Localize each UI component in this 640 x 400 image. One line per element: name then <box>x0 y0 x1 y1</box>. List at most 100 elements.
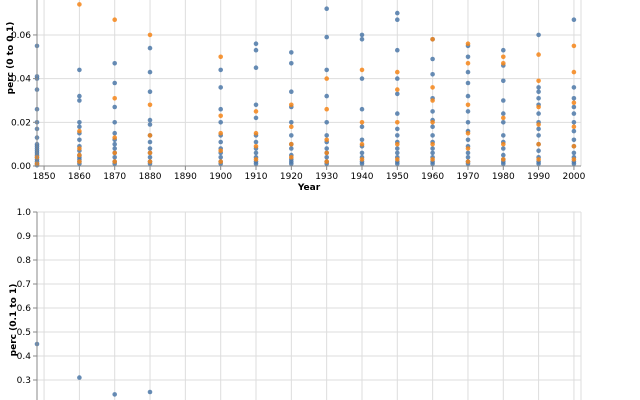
data-point-blue <box>289 133 294 138</box>
data-point-orange <box>77 128 82 134</box>
y-tick-label: 0.02 <box>11 118 31 128</box>
data-point-blue <box>395 146 400 151</box>
data-point-orange <box>253 109 259 114</box>
data-point-blue <box>465 80 471 86</box>
data-point-blue <box>501 98 506 103</box>
data-point-blue <box>359 124 365 129</box>
data-point-orange <box>218 148 223 153</box>
y-tick-label: 0.4 <box>17 352 32 362</box>
data-point-blue <box>359 76 365 81</box>
data-point-orange <box>465 61 471 66</box>
top-chart-x-axis-title: Year <box>297 183 321 193</box>
data-point-orange <box>430 85 435 90</box>
data-point-blue <box>112 120 117 125</box>
data-point-orange <box>571 43 577 49</box>
data-point-orange <box>253 157 259 162</box>
data-point-blue <box>395 17 400 23</box>
data-point-orange <box>289 102 294 108</box>
data-point-blue <box>147 155 153 160</box>
x-tick-label: 1980 <box>492 172 515 182</box>
data-point-orange <box>395 120 400 125</box>
data-point-blue <box>147 139 153 145</box>
data-point-blue <box>112 130 117 136</box>
data-point-orange <box>571 124 577 129</box>
x-tick-label: 1960 <box>421 172 444 182</box>
data-point-orange <box>147 32 153 38</box>
top-scatter-chart: 1850 1860 1870 1880 1890 1900 1910 1920 1930 1940… <box>6 0 586 193</box>
data-point-orange <box>395 157 400 162</box>
y-tick-label: 0.04 <box>11 75 31 85</box>
y-tick-label: 1.0 <box>17 208 32 218</box>
data-point-blue <box>359 32 365 38</box>
data-point-blue <box>253 150 259 156</box>
data-point-orange <box>253 144 259 149</box>
x-tick-label: 1950 <box>386 172 409 182</box>
data-point-orange <box>536 78 541 84</box>
data-point-blue <box>430 161 435 167</box>
data-point-orange <box>571 144 577 149</box>
data-point-orange <box>501 157 506 162</box>
data-point-blue <box>289 161 294 167</box>
data-point-orange <box>218 130 223 136</box>
data-point-blue <box>359 37 365 42</box>
data-point-blue <box>77 98 82 103</box>
data-point-blue <box>77 375 82 380</box>
data-point-blue <box>324 93 330 99</box>
data-point-orange <box>359 141 365 147</box>
data-point-orange <box>359 157 365 162</box>
x-tick-label: 1990 <box>527 172 550 182</box>
data-point-blue <box>147 122 153 127</box>
data-point-blue <box>395 76 400 81</box>
x-tick-label: 1940 <box>351 172 374 182</box>
data-point-orange <box>536 104 541 110</box>
x-tick-label: 1860 <box>68 172 91 182</box>
data-point-blue <box>571 104 577 110</box>
top-chart-points <box>34 2 577 168</box>
data-point-blue <box>465 120 471 125</box>
data-point-orange <box>289 155 294 160</box>
data-point-orange <box>359 120 365 125</box>
data-point-orange <box>218 159 223 164</box>
x-tick-label: 1970 <box>457 172 480 182</box>
data-point-blue <box>112 104 117 110</box>
data-point-blue <box>218 85 223 90</box>
data-point-orange <box>536 52 541 57</box>
data-point-orange <box>324 106 330 112</box>
y-tick-label: 0.00 <box>11 162 31 172</box>
data-point-blue <box>395 47 400 53</box>
data-point-orange <box>395 141 400 147</box>
data-point-blue <box>77 137 82 143</box>
data-point-orange <box>501 141 506 147</box>
data-point-blue <box>359 150 365 156</box>
data-point-blue <box>147 389 153 395</box>
data-point-blue <box>253 139 259 145</box>
data-point-blue <box>465 155 471 160</box>
bottom-chart-gridlines <box>37 211 582 400</box>
data-point-orange <box>77 146 82 151</box>
data-point-blue <box>253 115 259 121</box>
data-point-blue <box>501 146 506 151</box>
x-tick-label: 1920 <box>280 172 303 182</box>
data-point-blue <box>465 54 471 60</box>
data-point-orange <box>77 2 82 7</box>
data-point-blue <box>147 146 153 151</box>
data-point-orange <box>465 146 471 151</box>
data-point-blue <box>147 45 153 51</box>
data-point-blue <box>571 128 577 134</box>
data-point-blue <box>359 106 365 112</box>
data-point-blue <box>395 161 400 167</box>
bottom-scatter-chart: 0.3 0.4 0.5 0.6 0.7 0.8 0.9 1.0 perc (0.1 to 1) <box>9 208 582 400</box>
data-point-blue <box>289 120 294 125</box>
data-point-blue <box>112 141 117 147</box>
data-point-blue <box>289 89 294 94</box>
data-point-blue <box>536 32 541 38</box>
data-point-blue <box>253 47 259 53</box>
x-tick-label: 1850 <box>33 172 56 182</box>
data-point-orange <box>536 122 541 127</box>
x-tick-label: 1930 <box>315 172 338 182</box>
data-point-orange <box>430 141 435 147</box>
y-tick-label: 0.6 <box>17 304 32 314</box>
data-point-blue <box>571 85 577 90</box>
data-point-orange <box>253 130 259 136</box>
data-point-blue <box>536 126 541 132</box>
